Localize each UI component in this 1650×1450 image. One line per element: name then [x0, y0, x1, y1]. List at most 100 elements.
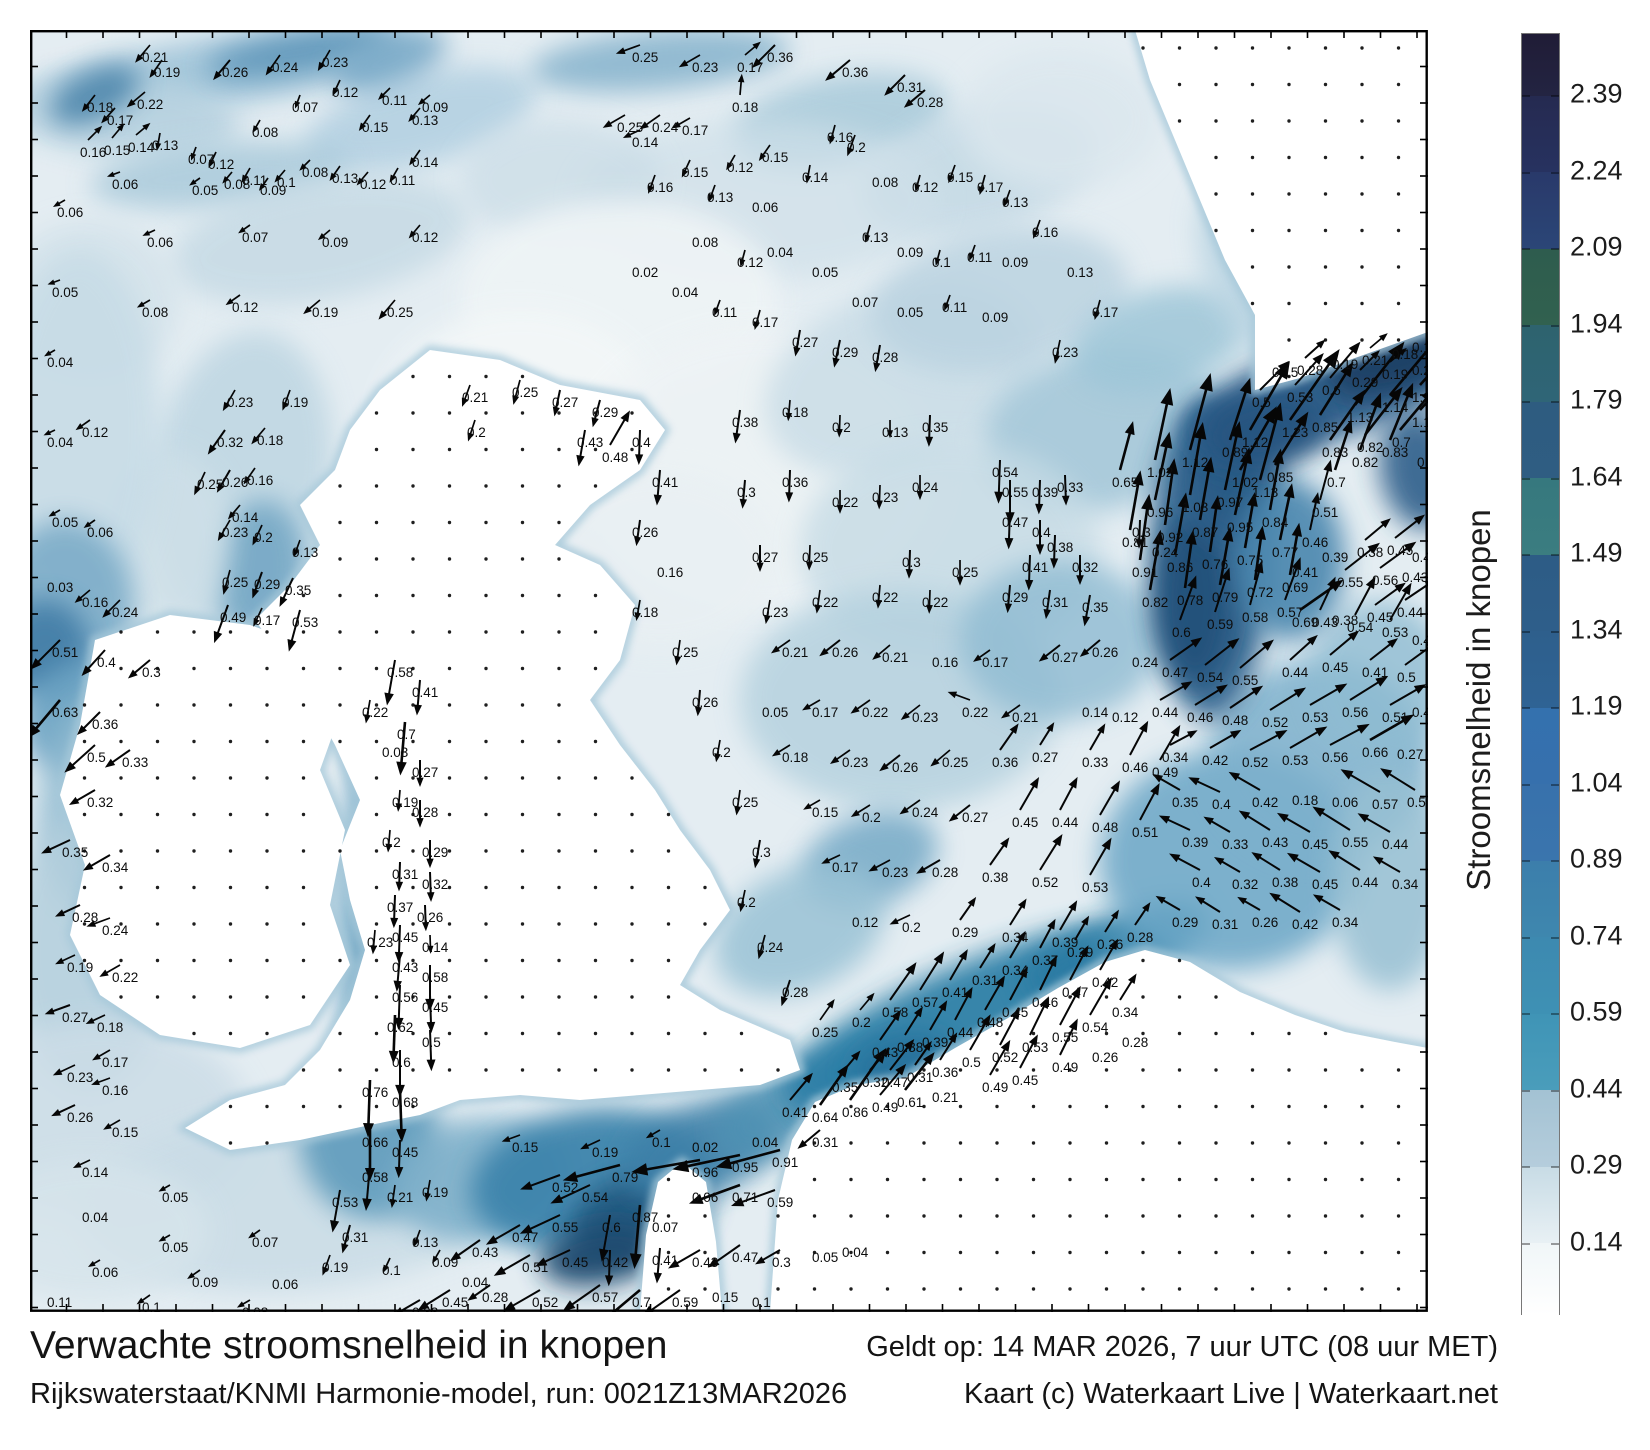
grid-dot [593, 484, 598, 488]
arrow-head [814, 604, 822, 614]
current-arrow [607, 1249, 611, 1280]
grid-dot [192, 776, 196, 780]
grid-dot [593, 922, 598, 926]
speed-value-label: 0.08 [252, 125, 278, 140]
arrow-head [851, 1050, 861, 1061]
speed-value-label: 0.45 [1322, 660, 1348, 675]
speed-value-label: 0.1 [142, 1300, 161, 1312]
speed-value-label: 0.31 [897, 80, 923, 95]
colorbar-segment [1522, 707, 1559, 785]
grid-dot [155, 703, 160, 707]
grid-dot [228, 703, 233, 707]
speed-value-label: 1.14 [1382, 400, 1409, 415]
speed-value-label: 0.28 [872, 350, 898, 365]
arrow-head [805, 561, 813, 571]
speed-value-label: 0.04 [82, 1210, 109, 1225]
grid-dot [484, 739, 488, 744]
current-arrow [1284, 564, 1299, 601]
grid-dot [301, 885, 306, 890]
speed-value-label: 0.55 [1002, 485, 1028, 500]
arrow-head [916, 491, 924, 501]
grid-dot [1250, 1104, 1255, 1109]
speed-value-label: 0.05 [162, 1190, 188, 1205]
speed-value-label: 0.05 [897, 305, 923, 320]
speed-value-label: 0.12 [727, 160, 753, 175]
arrow-head [519, 1224, 533, 1234]
speed-value-label: 0.45 [1002, 1005, 1028, 1020]
speed-value-label: 0.52 [992, 1050, 1018, 1065]
grid-dot [1396, 301, 1401, 306]
arrow-head [422, 921, 430, 932]
land-polygon [1135, 30, 1428, 390]
speed-value-label: 0.06 [57, 205, 83, 220]
grid-dot [338, 703, 342, 707]
grid-dot [995, 1177, 999, 1182]
speed-value-label: 0.1 [382, 1263, 401, 1278]
grid-dot [593, 1031, 598, 1036]
speed-value-label: 0.2 [862, 810, 881, 825]
speed-value-label: 0.44 [947, 1025, 974, 1040]
speed-value-label: 0.2 [712, 745, 731, 760]
colorbar-tick-label: 1.79 [1570, 384, 1623, 415]
grid-dot [520, 776, 525, 780]
arrow-head [253, 617, 260, 627]
grid-dot [1287, 228, 1291, 233]
speed-value-label: 0.38 [732, 415, 758, 430]
grid-dot [484, 630, 488, 634]
arrow-head [208, 159, 215, 168]
grid-dot [520, 739, 525, 744]
grid-dot [411, 411, 415, 415]
speed-value-label: 0.28 [482, 1290, 508, 1305]
current-arrow [1394, 518, 1421, 539]
grid-dot [1177, 1141, 1182, 1145]
speed-value-label: 0.26 [692, 695, 718, 710]
grid-dot [557, 593, 561, 598]
current-arrow [281, 577, 294, 602]
arrow-head [714, 307, 720, 316]
arrow-head [252, 536, 260, 546]
arrow-head [1079, 648, 1090, 657]
speed-value-label: 0.55 [1232, 673, 1258, 688]
grid-dot [411, 812, 415, 817]
grid-dot [593, 776, 598, 780]
arrow-head [236, 1301, 245, 1308]
arrow-head [248, 1231, 256, 1239]
arrow-head [64, 761, 76, 773]
current-arrow [1019, 1039, 1036, 1069]
speed-value-label: 0.24 [272, 60, 299, 75]
speed-value-label: 1.23 [1282, 425, 1308, 440]
grid-dot [885, 1141, 890, 1145]
speed-value-label: 0.23 [872, 490, 898, 505]
arrow-head [850, 809, 860, 817]
speed-value-label: 0.27 [412, 765, 438, 780]
arrow-head [1340, 769, 1354, 780]
current-arrow [673, 1249, 701, 1266]
arrow-head [1000, 710, 1011, 719]
speed-value-label: 0.91 [772, 1155, 798, 1170]
grid-dot [812, 1104, 817, 1109]
speed-value-label: 0.05 [52, 515, 78, 530]
arrow-head [1053, 354, 1061, 364]
current-arrow [696, 1183, 741, 1202]
current-arrow [1038, 479, 1041, 508]
speed-value-label: 0.56 [1322, 750, 1348, 765]
grid-dot [119, 885, 123, 890]
current-arrow [593, 399, 601, 422]
grid-dot [1068, 995, 1072, 999]
arrow-head [378, 310, 388, 320]
speed-value-label: 0.6 [1322, 383, 1341, 398]
grid-dot [1250, 46, 1255, 50]
grid-dot [703, 1068, 707, 1072]
arrow-head [1274, 730, 1288, 740]
speed-value-label: 0.17 [737, 60, 763, 75]
arrow-head [634, 612, 641, 622]
speed-value-label: 0.33 [1222, 837, 1248, 852]
grid-dot [1323, 192, 1328, 196]
current-arrow [1069, 950, 1087, 981]
grid-dot [484, 374, 488, 379]
grid-dot [1396, 1141, 1401, 1145]
speed-value-label: 0.17 [982, 655, 1008, 670]
arrow-head [785, 492, 794, 503]
speed-value-label: 0.21 [882, 650, 908, 665]
arrow-head [127, 669, 138, 679]
